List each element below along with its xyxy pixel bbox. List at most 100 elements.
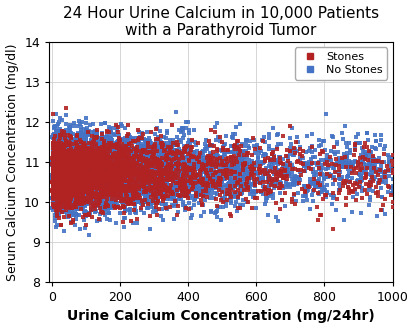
No Stones <box>52 210 59 215</box>
No Stones <box>75 171 82 176</box>
No Stones <box>88 179 95 185</box>
No Stones <box>102 212 108 217</box>
No Stones <box>71 139 78 144</box>
No Stones <box>66 175 72 180</box>
Stones <box>67 177 74 182</box>
No Stones <box>54 145 60 150</box>
No Stones <box>78 162 84 167</box>
No Stones <box>82 136 88 141</box>
No Stones <box>115 179 121 184</box>
Stones <box>130 159 137 164</box>
No Stones <box>62 183 69 189</box>
No Stones <box>77 159 83 164</box>
No Stones <box>140 154 147 159</box>
Stones <box>90 172 96 178</box>
No Stones <box>115 154 121 160</box>
No Stones <box>62 164 69 170</box>
Stones <box>216 180 223 185</box>
No Stones <box>122 154 129 159</box>
Stones <box>67 161 74 166</box>
No Stones <box>136 182 143 187</box>
Stones <box>72 171 78 176</box>
No Stones <box>71 148 78 153</box>
No Stones <box>152 184 159 189</box>
No Stones <box>136 178 142 183</box>
No Stones <box>323 152 330 157</box>
Stones <box>64 180 71 185</box>
No Stones <box>64 162 71 167</box>
No Stones <box>99 134 105 139</box>
No Stones <box>78 161 85 166</box>
No Stones <box>95 184 101 189</box>
Stones <box>109 180 115 185</box>
No Stones <box>157 175 163 180</box>
No Stones <box>135 171 142 176</box>
No Stones <box>315 160 321 165</box>
Stones <box>87 150 93 155</box>
No Stones <box>124 170 131 175</box>
No Stones <box>73 189 79 194</box>
Stones <box>71 183 78 189</box>
No Stones <box>64 171 71 176</box>
No Stones <box>97 153 104 158</box>
Stones <box>119 177 126 182</box>
No Stones <box>82 129 89 134</box>
No Stones <box>169 172 176 177</box>
Stones <box>84 158 90 164</box>
Stones <box>113 175 119 180</box>
No Stones <box>169 144 175 149</box>
No Stones <box>133 178 140 183</box>
No Stones <box>50 202 56 207</box>
No Stones <box>85 158 92 164</box>
No Stones <box>87 159 93 164</box>
No Stones <box>179 172 186 177</box>
No Stones <box>111 133 118 138</box>
No Stones <box>121 192 128 198</box>
Stones <box>50 161 57 166</box>
No Stones <box>125 174 132 179</box>
No Stones <box>143 129 150 134</box>
No Stones <box>50 141 56 146</box>
No Stones <box>128 158 134 163</box>
No Stones <box>176 162 182 167</box>
No Stones <box>89 164 96 170</box>
Stones <box>66 154 72 159</box>
No Stones <box>54 159 61 164</box>
Stones <box>65 154 71 159</box>
No Stones <box>81 182 88 187</box>
No Stones <box>83 164 89 169</box>
Stones <box>80 200 87 206</box>
No Stones <box>72 145 79 151</box>
No Stones <box>101 164 108 169</box>
No Stones <box>69 175 76 180</box>
No Stones <box>62 174 68 179</box>
Stones <box>51 157 58 162</box>
No Stones <box>112 179 119 184</box>
No Stones <box>67 167 74 173</box>
Stones <box>68 136 74 141</box>
Stones <box>107 174 114 179</box>
Stones <box>71 161 78 166</box>
No Stones <box>381 212 388 217</box>
Stones <box>79 174 85 179</box>
No Stones <box>340 218 347 223</box>
Stones <box>52 164 59 169</box>
Stones <box>61 156 68 162</box>
No Stones <box>294 190 301 195</box>
Stones <box>108 182 115 187</box>
No Stones <box>84 157 91 162</box>
No Stones <box>122 207 128 212</box>
No Stones <box>189 193 195 199</box>
No Stones <box>74 177 80 182</box>
No Stones <box>71 173 78 178</box>
Stones <box>204 153 211 158</box>
No Stones <box>314 178 320 184</box>
No Stones <box>91 166 97 171</box>
Stones <box>64 160 71 165</box>
No Stones <box>58 154 64 159</box>
Stones <box>55 140 62 146</box>
Stones <box>55 173 62 178</box>
No Stones <box>57 156 63 161</box>
No Stones <box>60 183 66 188</box>
Stones <box>85 180 92 186</box>
